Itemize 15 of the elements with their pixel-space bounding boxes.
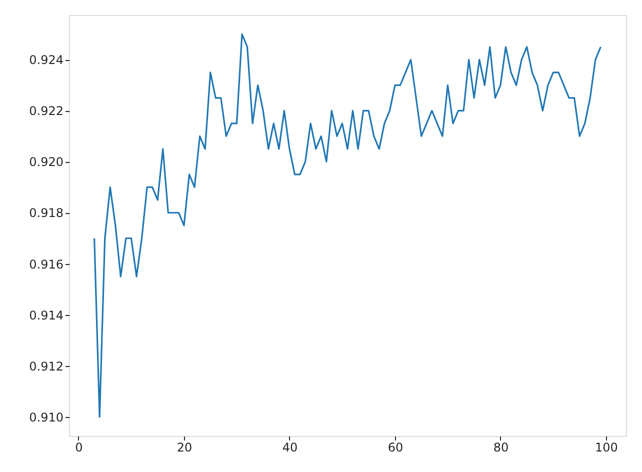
y-tick-label: 0.916	[29, 257, 64, 272]
y-tick-label: 0.924	[29, 53, 64, 68]
line-series	[94, 33, 602, 418]
x-tick-label: 60	[388, 440, 404, 454]
y-tick-label: 0.910	[29, 410, 64, 424]
x-tick-label: 100	[595, 440, 618, 454]
y-tick-label: 0.922	[29, 104, 64, 118]
y-tick-label: 0.914	[29, 308, 64, 322]
x-tick-label: 20	[176, 440, 192, 454]
y-tick-label: 0.918	[29, 206, 64, 220]
y-tick-label: 0.912	[29, 359, 64, 374]
x-tick-label: 80	[493, 440, 509, 454]
y-tick-label: 0.920	[29, 155, 64, 170]
x-tick-label: 0	[75, 440, 83, 454]
x-tick-label: 40	[282, 440, 298, 454]
